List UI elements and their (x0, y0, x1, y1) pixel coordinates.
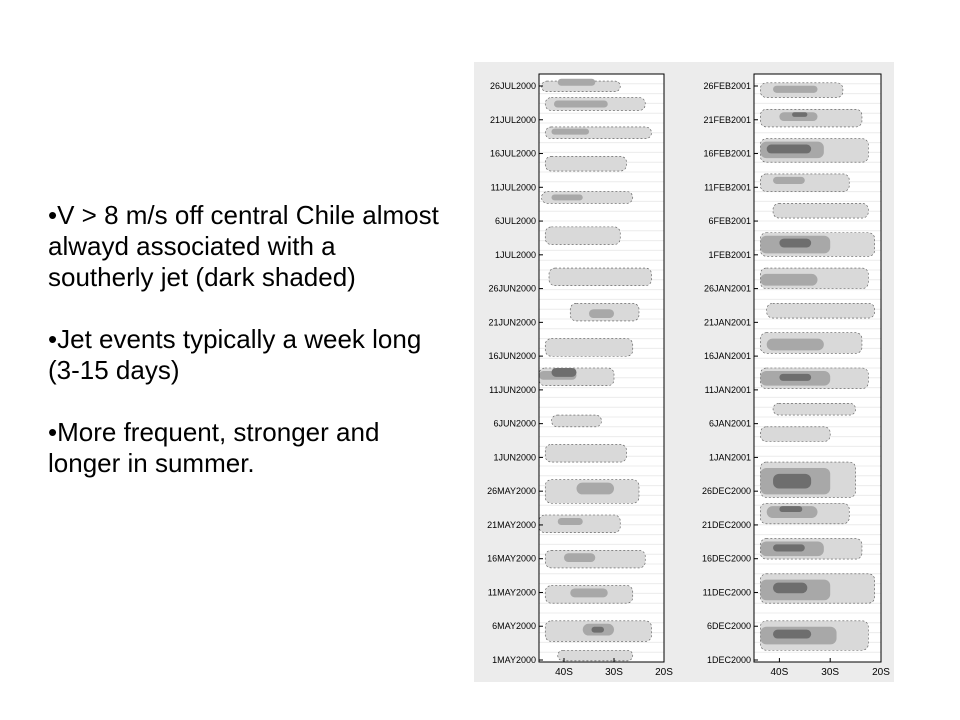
panel-may-jul-2000: 1MAY2000 6MAY2000 11MAY2000 16MAY2000 21MAY2… (487, 73, 673, 678)
y-tick-label: 6FEB2001 (708, 216, 751, 226)
shaded-region (544, 338, 634, 357)
y-tick-label: 16JAN2001 (704, 351, 751, 361)
shaded-region (544, 226, 621, 245)
shaded-region (548, 267, 652, 286)
shaded-region (760, 273, 818, 286)
x-tick-label: 30S (821, 667, 839, 678)
y-tick-label: 1DEC2000 (707, 655, 751, 665)
shaded-region (760, 426, 831, 442)
shaded-region (792, 112, 808, 117)
y-tick-label: 1FEB2001 (708, 250, 751, 260)
shaded-region (766, 303, 875, 319)
bullet-list: V > 8 m/s off central Chile almost alway… (48, 200, 448, 510)
y-tick-label: 1JAN2001 (709, 452, 751, 462)
shaded-region (557, 649, 634, 662)
y-tick-label: 6JUL2000 (495, 216, 536, 226)
shaded-region (551, 368, 577, 377)
bullet-item: More frequent, stronger and longer in su… (48, 417, 448, 479)
y-tick-label: 21JAN2001 (704, 317, 751, 327)
shaded-region (773, 544, 805, 552)
y-tick-label: 6DEC2000 (707, 621, 751, 631)
shaded-region (544, 444, 627, 463)
plot-border (753, 73, 882, 663)
y-tick-label: 26JAN2001 (704, 284, 751, 294)
shaded-region (551, 194, 583, 201)
y-tick-label: 26JUL2000 (490, 81, 536, 91)
bullet-item: V > 8 m/s off central Chile almost alway… (48, 200, 448, 293)
x-tick-label: 20S (655, 667, 673, 678)
x-tick-label: 20S (872, 667, 890, 678)
shaded-region (557, 78, 596, 86)
x-tick-label: 30S (605, 667, 623, 678)
y-tick-label: 16DEC2000 (702, 554, 751, 564)
shaded-region (564, 553, 596, 563)
y-tick-label: 21JUL2000 (490, 115, 536, 125)
y-tick-label: 21DEC2000 (702, 520, 751, 530)
y-tick-label: 1MAY2000 (492, 655, 536, 665)
shaded-region (544, 549, 646, 569)
y-tick-label: 16JUN2000 (488, 351, 536, 361)
shaded-region (773, 629, 812, 639)
shaded-region (773, 85, 818, 93)
shaded-region (589, 309, 614, 319)
x-tick-label: 40S (771, 667, 789, 678)
y-tick-label: 26DEC2000 (702, 486, 751, 496)
shaded-region (551, 414, 602, 428)
shaded-region (779, 373, 812, 381)
y-tick-label: 6MAY2000 (492, 621, 536, 631)
panel-dec-feb-2001: 1DEC2000 6DEC2000 11DEC2000 16DEC2000 21DEC2… (702, 73, 890, 678)
bullet-item: Jet events typically a week long (3-15 d… (48, 324, 448, 386)
y-tick-label: 6JUN2000 (493, 419, 536, 429)
y-tick-label: 26FEB2001 (703, 81, 751, 91)
plot-border (538, 73, 665, 663)
y-tick-label: 26JUN2000 (488, 284, 536, 294)
hovmoller-figure: 1MAY2000 6MAY2000 11MAY2000 16MAY2000 21MAY2… (474, 62, 894, 682)
shaded-region (554, 100, 608, 108)
y-tick-label: 11MAY2000 (488, 587, 536, 597)
y-tick-label: 11JAN2001 (705, 385, 751, 395)
shaded-region (779, 506, 803, 513)
shaded-region (557, 517, 583, 525)
shaded-region (591, 626, 604, 633)
y-tick-label: 26MAY2000 (487, 486, 536, 496)
shaded-region (551, 128, 589, 135)
y-tick-label: 21MAY2000 (487, 520, 536, 530)
shaded-region (773, 473, 812, 489)
y-tick-label: 21FEB2001 (703, 115, 751, 125)
y-tick-label: 11JUL2000 (491, 182, 536, 192)
y-tick-label: 1JUN2000 (493, 452, 536, 462)
shaded-region (570, 588, 608, 598)
shaded-region (773, 582, 808, 594)
shaded-region (773, 176, 805, 184)
shaded-region (576, 482, 614, 495)
y-tick-label: 11DEC2000 (703, 587, 751, 597)
shaded-region (766, 338, 824, 351)
x-tick-label: 40S (555, 667, 573, 678)
y-tick-label: 1JUL2000 (495, 250, 536, 260)
shaded-region (779, 238, 812, 248)
shaded-region (772, 203, 869, 219)
y-tick-label: 16FEB2001 (703, 149, 751, 159)
shaded-region (760, 173, 850, 192)
y-tick-label: 11JUN2000 (489, 385, 536, 395)
y-tick-label: 21JUN2000 (488, 317, 536, 327)
y-tick-label: 11FEB2001 (704, 182, 751, 192)
y-tick-label: 16JUL2000 (490, 149, 536, 159)
shaded-region (772, 402, 856, 416)
shaded-region (766, 144, 812, 154)
y-tick-label: 6JAN2001 (709, 419, 751, 429)
y-tick-label: 16MAY2000 (487, 554, 536, 564)
shaded-region (544, 156, 627, 172)
